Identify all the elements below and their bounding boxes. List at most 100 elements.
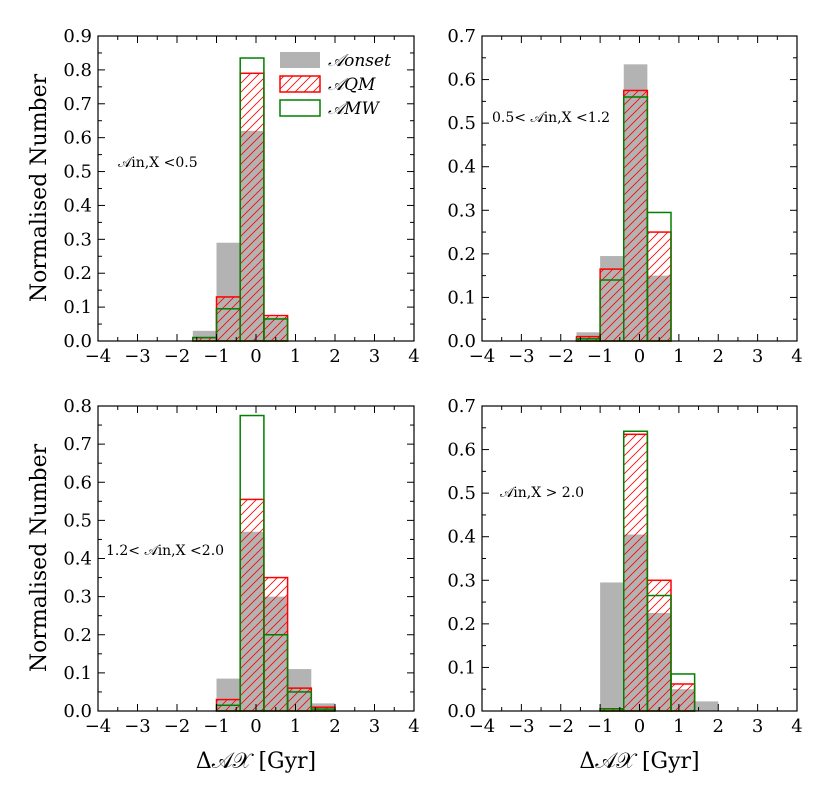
y-tick-label: 0.2 bbox=[63, 625, 92, 646]
panel-bottom-left: −4 −3 −2 −1 0 1 2 3 4 0.0 0.1 0.2 0.3 0.4 0.5 0.6 0.7 0.8… bbox=[27, 396, 420, 774]
legend-swatch-mw bbox=[279, 99, 321, 117]
y-tick-label: 0.4 bbox=[63, 549, 92, 570]
y-tick-label: 0.4 bbox=[447, 157, 476, 178]
y-tick-label: 0.1 bbox=[63, 663, 92, 684]
x-tick-label: 1 bbox=[290, 346, 301, 367]
y-tick-label: 0.3 bbox=[63, 229, 92, 250]
y-tick-label: 0.6 bbox=[63, 472, 92, 493]
panel-annotation: 𝒜in,X > 2.0 bbox=[500, 485, 584, 501]
x-tick-label: 1 bbox=[673, 346, 684, 367]
y-tick-label: 0.5 bbox=[447, 483, 476, 504]
x-tick-label: 2 bbox=[329, 716, 340, 737]
y-tick-label: 0.6 bbox=[63, 128, 92, 149]
x-tick-label: 3 bbox=[752, 716, 763, 737]
panel-top-right: −4 −3 −2 −1 0 1 2 3 4 0.0 0.1 0.2 0.3 0.4 0.5 0.6 0.7 0.5… bbox=[447, 26, 802, 367]
x-axis-label: Δ𝒜𝒳 [Gyr] bbox=[579, 749, 699, 774]
y-tick-label: 0.0 bbox=[447, 331, 476, 352]
x-tick-label: 3 bbox=[369, 346, 380, 367]
x-tick-label: −4 bbox=[469, 716, 496, 737]
legend-swatch-qm bbox=[279, 75, 321, 93]
y-tick-label: 0.6 bbox=[447, 70, 476, 91]
panel-annotation: 0.5< 𝒜in,X <1.2 bbox=[492, 110, 610, 126]
panel-bottom-right: −4 −3 −2 −1 0 1 2 3 4 0.0 0.1 0.2 0.3 0.4 0.5 0.6 0.7 𝒜in… bbox=[447, 396, 802, 774]
x-tick-label: −1 bbox=[587, 716, 614, 737]
legend-label: 𝒜QM bbox=[328, 75, 376, 95]
y-tick-label: 0.8 bbox=[63, 60, 92, 81]
x-tick-label: 0 bbox=[250, 346, 261, 367]
x-tick-label: 3 bbox=[752, 346, 763, 367]
onset-bar bbox=[192, 330, 217, 341]
panel-top-left: −4 −3 −2 −1 0 1 2 3 4 0.0 0.1 0.2 0.3 0.4 0.5 0.6 0.7 0.8… bbox=[27, 26, 420, 367]
qm-bar bbox=[646, 231, 672, 342]
y-tick-label: 0.0 bbox=[63, 331, 92, 352]
panel-annotation: 1.2< 𝒜in,X <2.0 bbox=[106, 543, 224, 559]
x-tick-label: −2 bbox=[164, 716, 191, 737]
x-tick-label: −3 bbox=[124, 716, 151, 737]
qm-bar bbox=[215, 296, 241, 342]
x-tick-label: −1 bbox=[203, 346, 230, 367]
qm-bar bbox=[623, 433, 649, 712]
qm-bar bbox=[623, 89, 649, 342]
y-tick-label: 0.1 bbox=[447, 287, 476, 308]
y-tick-label: 0.7 bbox=[447, 396, 476, 417]
y-tick-label: 0.5 bbox=[447, 113, 476, 134]
series-step bbox=[192, 57, 289, 342]
legend: 𝒜onset 𝒜QM 𝒜MW bbox=[279, 51, 391, 119]
y-tick-label: 0.3 bbox=[447, 200, 476, 221]
x-tick-label: 3 bbox=[369, 716, 380, 737]
y-tick-label: 0.2 bbox=[447, 244, 476, 265]
onset-bar bbox=[600, 582, 624, 711]
x-tick-label: −4 bbox=[469, 346, 496, 367]
x-tick-label: −3 bbox=[508, 716, 535, 737]
x-tick-label: −1 bbox=[203, 716, 230, 737]
x-tick-label: 2 bbox=[713, 716, 724, 737]
y-axis-label: Normalised Number bbox=[27, 443, 52, 672]
qm-bar bbox=[646, 579, 672, 712]
y-tick-label: 0.4 bbox=[447, 527, 476, 548]
y-tick-label: 0.0 bbox=[63, 701, 92, 722]
y-tick-label: 0.8 bbox=[63, 396, 92, 417]
x-tick-label: −3 bbox=[124, 346, 151, 367]
qm-bar bbox=[239, 72, 265, 342]
x-tick-label: 4 bbox=[408, 716, 419, 737]
x-tick-label: −2 bbox=[164, 346, 191, 367]
x-tick-label: 4 bbox=[408, 346, 419, 367]
y-tick-label: 0.6 bbox=[447, 440, 476, 461]
legend-swatch-onset bbox=[280, 52, 320, 68]
x-tick-label: −2 bbox=[547, 346, 574, 367]
y-tick-label: 0.3 bbox=[63, 587, 92, 608]
y-tick-label: 0.1 bbox=[63, 297, 92, 318]
x-tick-label: −3 bbox=[508, 346, 535, 367]
y-tick-label: 0.5 bbox=[63, 510, 92, 531]
y-tick-label: 0.7 bbox=[63, 434, 92, 455]
legend-label: 𝒜MW bbox=[328, 99, 380, 119]
y-tick-label: 0.9 bbox=[63, 26, 92, 47]
y-tick-label: 0.7 bbox=[63, 94, 92, 115]
x-tick-label: 4 bbox=[791, 346, 802, 367]
x-tick-label: 0 bbox=[250, 716, 261, 737]
x-tick-label: 0 bbox=[634, 346, 645, 367]
x-tick-label: 0 bbox=[634, 716, 645, 737]
x-tick-label: 1 bbox=[673, 716, 684, 737]
y-tick-label: 0.2 bbox=[63, 263, 92, 284]
x-tick-label: 1 bbox=[290, 716, 301, 737]
panel-annotation: 𝒜in,X <0.5 bbox=[118, 155, 198, 171]
y-tick-label: 0.0 bbox=[447, 701, 476, 722]
y-tick-label: 0.4 bbox=[63, 195, 92, 216]
x-tick-label: 2 bbox=[713, 346, 724, 367]
x-axis-label: Δ𝒜𝒳 [Gyr] bbox=[196, 749, 316, 774]
qm-bar bbox=[670, 683, 696, 712]
onset-bar bbox=[694, 701, 719, 711]
y-axis-label: Normalised Number bbox=[27, 73, 52, 302]
y-tick-label: 0.5 bbox=[63, 162, 92, 183]
legend-label: 𝒜onset bbox=[328, 51, 391, 71]
qm-bar bbox=[239, 498, 265, 712]
series-hatched bbox=[215, 498, 336, 712]
x-tick-label: 2 bbox=[329, 346, 340, 367]
x-tick-label: −4 bbox=[85, 346, 112, 367]
x-tick-label: −4 bbox=[85, 716, 112, 737]
y-tick-label: 0.1 bbox=[447, 657, 476, 678]
y-tick-label: 0.2 bbox=[447, 614, 476, 635]
y-tick-label: 0.3 bbox=[447, 570, 476, 591]
